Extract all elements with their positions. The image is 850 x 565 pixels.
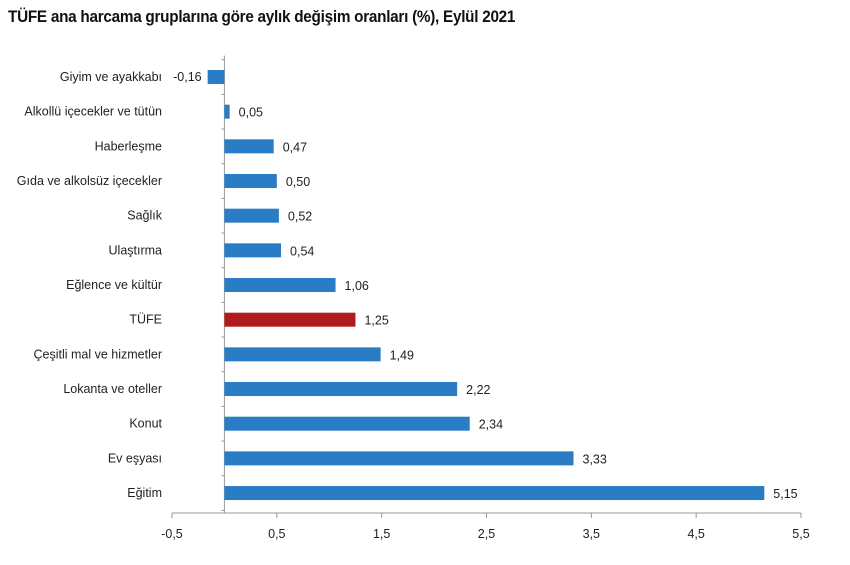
bar — [224, 347, 381, 362]
category-label: Eğlence ve kültür — [66, 278, 162, 292]
data-label: 5,15 — [773, 487, 797, 501]
category-label: Lokanta ve oteller — [63, 382, 162, 396]
category-label: Haberleşme — [95, 139, 162, 153]
x-tick-label: 5,5 — [792, 527, 809, 541]
bar — [224, 208, 279, 223]
bar — [224, 243, 282, 258]
category-label: TÜFE — [129, 313, 162, 327]
bar — [207, 70, 225, 84]
x-tick-label: -0,5 — [161, 527, 183, 541]
data-label: 0,05 — [239, 106, 263, 120]
category-label: Gıda ve alkolsüz içecekler — [17, 174, 162, 188]
chart-title: TÜFE ana harcama gruplarına göre aylık d… — [8, 7, 516, 26]
data-label: 0,50 — [286, 175, 310, 189]
category-label: Ulaştırma — [109, 243, 163, 257]
category-label: Alkollü içecekler ve tütün — [24, 105, 162, 119]
data-label: 0,47 — [283, 140, 307, 154]
bar — [224, 382, 458, 397]
data-label: -0,16 — [173, 70, 202, 84]
bar — [224, 451, 574, 466]
x-tick-label: 1,5 — [373, 527, 390, 541]
data-label: 0,54 — [290, 244, 314, 258]
x-tick-label: 0,5 — [268, 527, 285, 541]
x-tick-label: 3,5 — [583, 527, 600, 541]
data-label: 2,34 — [479, 418, 503, 432]
bar — [224, 174, 277, 189]
x-tick-label: 2,5 — [478, 527, 495, 541]
category-label: Konut — [129, 417, 162, 431]
bar — [224, 486, 765, 501]
category-label: Ev eşyası — [108, 451, 162, 465]
data-label: 3,33 — [583, 452, 607, 466]
category-label: Giyim ve ayakkabı — [60, 70, 162, 84]
bar — [224, 312, 356, 327]
bar — [224, 278, 336, 293]
x-tick-label: 4,5 — [687, 527, 704, 541]
bar — [224, 416, 470, 431]
data-label: 1,49 — [390, 348, 414, 362]
category-label: Eğitim — [127, 486, 162, 500]
data-label: 1,25 — [364, 314, 388, 328]
bar — [224, 104, 230, 119]
data-label: 0,52 — [288, 210, 312, 224]
data-label: 1,06 — [345, 279, 369, 293]
category-label: Sağlık — [127, 209, 162, 223]
category-label: Çeşitli mal ve hizmetler — [33, 347, 162, 361]
data-label: 2,22 — [466, 383, 490, 397]
bar — [224, 139, 274, 154]
